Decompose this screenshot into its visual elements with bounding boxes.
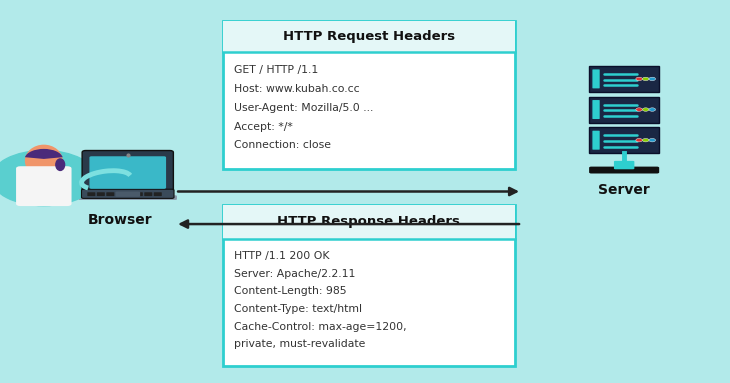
Text: Connection: close: Connection: close [234,140,331,151]
Circle shape [649,138,656,142]
FancyBboxPatch shape [116,192,124,196]
Text: HTTP Response Headers: HTTP Response Headers [277,215,460,228]
FancyBboxPatch shape [590,66,658,92]
FancyBboxPatch shape [223,205,515,366]
FancyBboxPatch shape [593,131,600,150]
Text: HTTP Request Headers: HTTP Request Headers [283,30,455,43]
FancyBboxPatch shape [223,21,515,52]
Text: Cache-Control: max-age=1200,: Cache-Control: max-age=1200, [234,322,407,332]
Ellipse shape [55,159,65,170]
FancyBboxPatch shape [107,192,115,196]
FancyBboxPatch shape [115,192,140,197]
FancyBboxPatch shape [223,21,515,169]
FancyBboxPatch shape [89,156,166,189]
FancyBboxPatch shape [590,127,658,153]
Circle shape [649,108,656,111]
FancyBboxPatch shape [589,167,659,173]
FancyBboxPatch shape [126,192,134,196]
Ellipse shape [26,145,62,177]
FancyBboxPatch shape [593,100,600,119]
FancyBboxPatch shape [79,195,177,200]
FancyBboxPatch shape [614,161,634,169]
Circle shape [642,108,649,111]
FancyBboxPatch shape [88,192,96,196]
FancyBboxPatch shape [16,166,72,206]
FancyBboxPatch shape [82,151,174,193]
FancyBboxPatch shape [154,192,162,196]
Circle shape [0,151,96,206]
Wedge shape [25,149,63,159]
Text: Host: www.kubah.co.cc: Host: www.kubah.co.cc [234,84,360,94]
Circle shape [649,77,656,80]
FancyBboxPatch shape [223,205,515,239]
Circle shape [642,138,649,142]
Circle shape [636,77,642,80]
FancyBboxPatch shape [590,97,658,123]
FancyBboxPatch shape [82,189,174,198]
Circle shape [636,138,642,142]
Text: Content-Length: 985: Content-Length: 985 [234,286,347,296]
Text: Content-Type: text/html: Content-Type: text/html [234,304,362,314]
Text: Server: Server [599,183,650,196]
Text: User-Agent: Mozilla/5.0 ...: User-Agent: Mozilla/5.0 ... [234,103,374,113]
Circle shape [636,108,642,111]
Text: GET / HTTP /1.1: GET / HTTP /1.1 [234,65,318,75]
FancyBboxPatch shape [593,69,600,88]
Circle shape [642,77,649,80]
FancyBboxPatch shape [135,192,143,196]
Text: HTTP /1.1 200 OK: HTTP /1.1 200 OK [234,251,330,261]
Text: Server: Apache/2.2.11: Server: Apache/2.2.11 [234,269,356,279]
Text: Accept: */*: Accept: */* [234,121,293,131]
Text: Browser: Browser [88,213,153,227]
Text: private, must-revalidate: private, must-revalidate [234,339,366,349]
FancyBboxPatch shape [145,192,153,196]
FancyBboxPatch shape [97,192,105,196]
